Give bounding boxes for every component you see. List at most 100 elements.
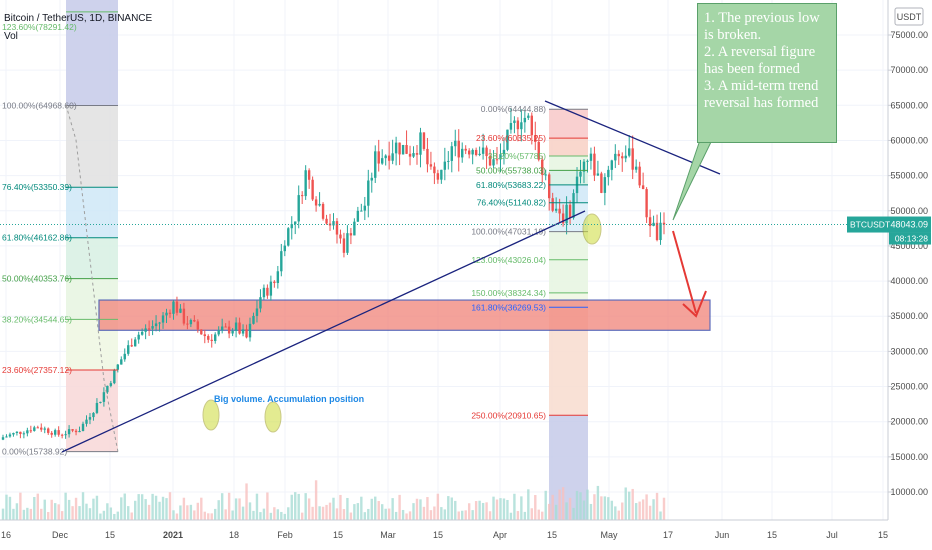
candle-body xyxy=(127,345,130,354)
candle-body xyxy=(269,281,273,296)
volume-bar xyxy=(151,493,154,520)
fib-label-right: 150.00%(38324.34) xyxy=(471,288,546,298)
candle-body xyxy=(8,434,12,437)
volume-bar xyxy=(95,495,99,520)
fib-label-left: 76.40%(53350.39) xyxy=(2,182,72,192)
candle-body xyxy=(106,385,109,393)
candle-body xyxy=(259,297,262,309)
time-tick-label: 17 xyxy=(663,530,673,540)
chart-header-symbol: Bitcoin / TetherUS, 1D, BINANCE xyxy=(4,13,153,24)
candle-body xyxy=(377,151,380,164)
candle-body xyxy=(631,148,634,170)
time-tick-label: 15 xyxy=(547,530,557,540)
fib-label-right: 23.60%(60335.25) xyxy=(476,133,546,143)
volume-bar xyxy=(551,494,554,520)
volume-bar xyxy=(109,507,113,520)
volume-bar xyxy=(297,493,300,520)
candle-body xyxy=(231,330,234,334)
volume-bar xyxy=(565,502,568,520)
volume-circle xyxy=(264,401,282,433)
candle-body xyxy=(60,434,64,436)
price-tick-label: 45000.00 xyxy=(890,241,928,251)
volume-bar xyxy=(474,501,478,520)
trend-line-support[interactable] xyxy=(61,210,586,453)
candle-body xyxy=(408,153,412,157)
candle-body xyxy=(474,149,478,156)
volume-bar xyxy=(537,509,540,520)
time-tick-label: 15 xyxy=(333,530,343,540)
candle-body xyxy=(203,334,206,337)
time-tick-label: 15 xyxy=(105,530,115,540)
candle-body xyxy=(12,432,15,435)
volume-bar xyxy=(214,508,217,520)
fib-band-left xyxy=(66,105,118,188)
fib-band-right xyxy=(549,109,588,139)
volume-bar xyxy=(513,493,516,520)
volume-bar xyxy=(81,492,85,520)
time-tick-label: 18 xyxy=(229,530,239,540)
candle-body xyxy=(40,427,43,430)
candle-body xyxy=(29,430,33,432)
fib-band-right xyxy=(549,170,588,185)
volume-bar xyxy=(579,492,582,520)
price-tick-label: 30000.00 xyxy=(890,346,928,356)
candle-body xyxy=(429,164,433,167)
fib-band-left xyxy=(66,0,118,12)
candle-body xyxy=(485,147,488,157)
volume-bar xyxy=(15,503,19,520)
candle-body xyxy=(655,222,659,241)
candle-body xyxy=(311,179,314,200)
candle-body xyxy=(19,431,22,434)
candle-body xyxy=(401,144,405,155)
candle-body xyxy=(610,160,614,170)
candle-body xyxy=(412,153,415,157)
candle-body xyxy=(113,369,116,384)
volume-bar xyxy=(447,496,450,520)
volume-bar xyxy=(99,513,102,520)
fib-label-right: 100.00%(47031.19) xyxy=(471,227,546,237)
candle-body xyxy=(467,150,471,155)
candle-body xyxy=(196,321,200,330)
volume-bar xyxy=(88,508,92,520)
price-tick-label: 70000.00 xyxy=(890,65,928,75)
candle-body xyxy=(116,364,120,370)
candle-body xyxy=(47,428,50,433)
volume-bar xyxy=(40,508,43,520)
candle-body xyxy=(440,169,443,180)
candle-body xyxy=(523,117,527,123)
volume-bar xyxy=(349,512,353,520)
candle-body xyxy=(478,153,481,156)
candle-body xyxy=(544,174,547,176)
candle-body xyxy=(325,218,328,224)
volume-bar xyxy=(227,492,231,520)
annotation-text: Big volume. Accumulation position xyxy=(214,394,364,404)
volume-bar xyxy=(492,496,495,520)
candle-body xyxy=(443,161,447,170)
fib-label-right: 38.20%(57785) xyxy=(488,151,546,161)
candle-body xyxy=(314,199,318,206)
volume-bar xyxy=(534,495,537,520)
price-tick-label: 75000.00 xyxy=(890,30,928,40)
volume-bar xyxy=(26,507,29,520)
volume-bar xyxy=(596,485,600,520)
volume-bar xyxy=(457,511,460,520)
support-zone[interactable] xyxy=(98,299,711,331)
volume-bar xyxy=(154,495,158,520)
volume-bar xyxy=(530,508,533,520)
candle-body xyxy=(318,203,321,206)
candle-body xyxy=(457,140,460,158)
candle-body xyxy=(22,433,26,435)
candle-body xyxy=(88,417,92,420)
candle-body xyxy=(220,326,224,331)
currency-button[interactable] xyxy=(894,7,924,26)
volume-bar xyxy=(655,492,659,520)
price-tick-label: 25000.00 xyxy=(890,382,928,392)
trend-line-resistance[interactable] xyxy=(544,100,721,175)
volume-bar xyxy=(50,499,53,520)
candle-body xyxy=(85,419,88,424)
candle-body xyxy=(53,430,57,435)
candle-body xyxy=(433,166,436,174)
candle-body xyxy=(589,153,593,161)
candle-body xyxy=(614,153,617,161)
